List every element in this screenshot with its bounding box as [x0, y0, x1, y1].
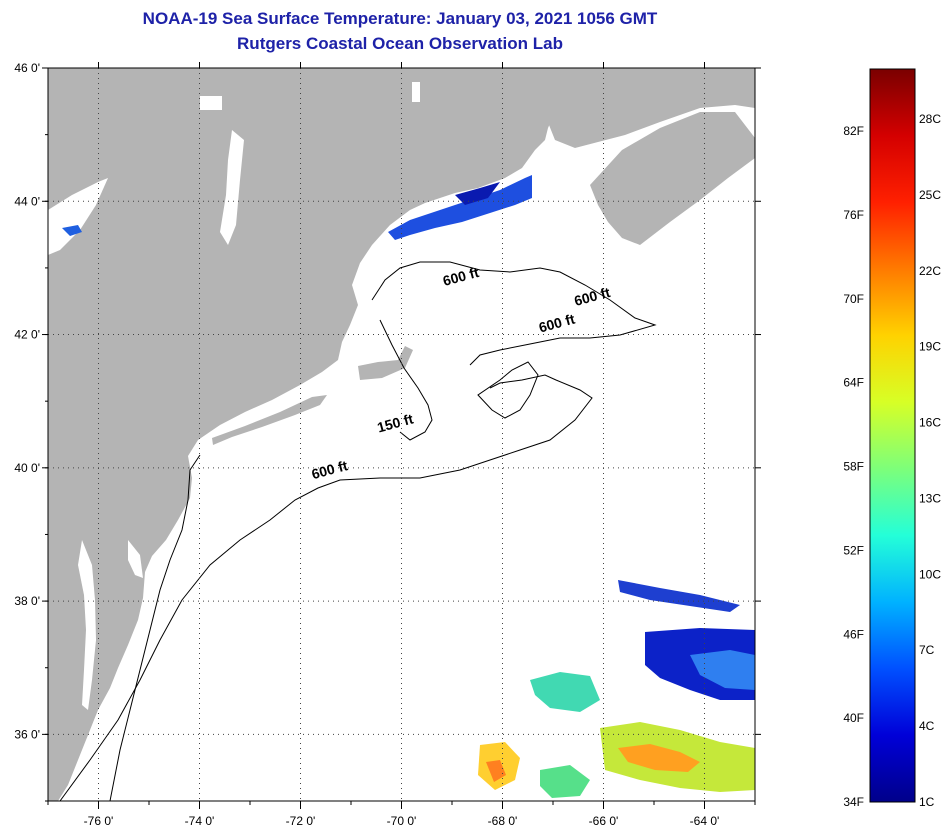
lon-tick-label: -72 0' [286, 814, 316, 828]
land-cape-cod [358, 346, 413, 380]
colorbar-celsius-label: 7C [919, 643, 935, 657]
contour-georges [477, 361, 539, 419]
sst-warm-patch-1 [530, 672, 600, 712]
lake-champlain [220, 130, 244, 245]
colorbar-fahrenheit-label: 58F [843, 460, 864, 474]
lon-tick-label: -76 0' [84, 814, 114, 828]
lon-tick-label: -74 0' [185, 814, 215, 828]
colorbar-celsius-label: 4C [919, 719, 935, 733]
colorbar: 82F 76F 70F 64F 58F 52F 46F 40F 34F 28C 25C 22C 19C 1… [843, 68, 941, 809]
lat-tick-label: 36 0' [14, 727, 40, 741]
colorbar-fahrenheit-label: 52F [843, 543, 864, 557]
map-subtitle: Rutgers Coastal Ocean Observation Lab [237, 34, 563, 53]
lon-tick-label: -66 0' [589, 814, 619, 828]
colorbar-celsius-label: 16C [919, 416, 941, 430]
grid-layer [48, 67, 755, 801]
colorbar-fahrenheit-label: 46F [843, 627, 864, 641]
axis-layer: -76 0' -74 0' -72 0' -70 0' -68 0' -66 0' -64 … [14, 61, 761, 828]
colorbar-celsius-label: 28C [919, 112, 941, 126]
land-us-mainland [48, 68, 556, 801]
colorbar-celsius-label: 1C [919, 795, 935, 809]
colorbar-celsius-label: 25C [919, 188, 941, 202]
sst-warm-patch-6 [540, 765, 590, 798]
lake-small-2 [412, 82, 420, 102]
sst-warm-patch-3 [618, 744, 700, 772]
lake-lobe-blue [62, 225, 82, 236]
colorbar-celsius-label: 22C [919, 264, 941, 278]
colorbar-celsius-label: 10C [919, 567, 941, 581]
lat-tick-label: 38 0' [14, 594, 40, 608]
sst-maine-cold [388, 175, 532, 240]
land-nova-scotia [590, 112, 755, 245]
map-title: NOAA-19 Sea Surface Temperature: January… [142, 9, 658, 28]
lake-ontario [48, 178, 108, 255]
land-long-island [212, 395, 327, 445]
lat-tick-label: 44 0' [14, 194, 40, 208]
lon-tick-label: -70 0' [387, 814, 417, 828]
sst-cold-patch-scatter [618, 580, 740, 612]
lake-small-1 [200, 96, 222, 110]
lat-tick-label: 46 0' [14, 61, 40, 75]
sst-gulf-stream-blue [690, 650, 755, 690]
delaware-bay [128, 540, 143, 578]
land-new-brunswick [545, 68, 755, 148]
colorbar-fahrenheit-label: 40F [843, 711, 864, 725]
contour-600ft-outer [59, 374, 593, 801]
lat-tick-label: 42 0' [14, 328, 40, 342]
sst-map: -76 0' -74 0' -72 0' -70 0' -68 0' -66 0' -64 … [14, 61, 761, 828]
map-layers [48, 68, 755, 801]
colorbar-fahrenheit-label: 70F [843, 292, 864, 306]
colorbar-labels: 82F 76F 70F 64F 58F 52F 46F 40F 34F 28C 25C 22C 19C 1… [843, 112, 941, 809]
colorbar-fahrenheit-label: 34F [843, 795, 864, 809]
chesapeake-bay [78, 540, 96, 710]
colorbar-celsius-label: 19C [919, 340, 941, 354]
contour-150ft [379, 319, 433, 441]
sst-warm-patch-5 [486, 760, 506, 782]
colorbar-fahrenheit-label: 76F [843, 208, 864, 222]
lat-tick-label: 40 0' [14, 461, 40, 475]
colorbar-fahrenheit-label: 82F [843, 124, 864, 138]
colorbar-fahrenheit-label: 64F [843, 376, 864, 390]
sst-maine-dark [455, 182, 500, 205]
lon-tick-label: -68 0' [488, 814, 518, 828]
contour-inner-shelf [109, 454, 201, 801]
colorbar-gradient [869, 68, 916, 803]
contour-600ft-gulf [371, 261, 657, 366]
colorbar-celsius-label: 13C [919, 491, 941, 505]
lon-tick-label: -64 0' [690, 814, 720, 828]
